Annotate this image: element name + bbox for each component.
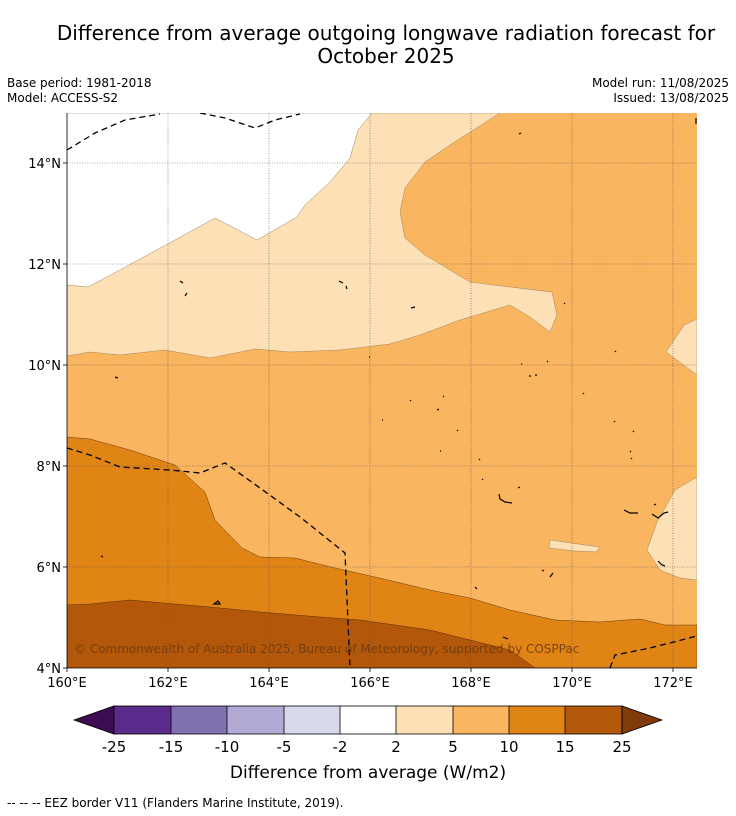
map-plot-area: © Commonwealth of Australia 2025, Bureau… [67, 113, 697, 668]
eez-footnote: -- -- -- EEZ border V11 (Flanders Marine… [7, 796, 344, 810]
colorbar-swatch [340, 706, 396, 734]
meta-right: Model run: 11/08/2025 Issued: 13/08/2025 [592, 76, 729, 106]
lon-label: 172°E [653, 676, 693, 691]
lon-label: 168°E [451, 676, 491, 691]
eez-borders [67, 113, 697, 668]
issued-date: Issued: 13/08/2025 [613, 91, 729, 105]
colorbar-tick-label: 2 [391, 738, 401, 756]
lat-label: 6°N [37, 561, 62, 576]
lat-label: 14°N [28, 157, 61, 172]
colorbar-tick-label: -2 [333, 738, 348, 756]
band-minus2-to-2 [67, 113, 373, 288]
colorbar-tick-label: 10 [499, 738, 518, 756]
lon-labels: 160°E 162°E 164°E 166°E 168°E 170°E 172°… [47, 676, 693, 691]
colorbar-tick-label: -15 [159, 738, 184, 756]
lon-label: 166°E [350, 676, 390, 691]
colorbar-tick-label: -10 [215, 738, 240, 756]
model-run: Model run: 11/08/2025 [591, 76, 729, 90]
colorbar-ticks: -25 -15 -10 -5 -2 2 5 10 15 25 [102, 738, 632, 756]
islands [100, 118, 697, 640]
colorbar-swatch [227, 706, 284, 734]
title-line-1: Difference from average outgoing longwav… [56, 21, 716, 45]
colorbar-tick-label: -25 [102, 738, 127, 756]
lat-label: 10°N [28, 359, 61, 374]
colorbar-tick-label: -5 [277, 738, 292, 756]
plot-frame [63, 113, 697, 672]
colorbar-tick-label: 15 [555, 738, 574, 756]
gridlines [67, 113, 697, 668]
colorbar-swatch [284, 706, 340, 734]
colorbar-swatch [396, 706, 453, 734]
colorbar: -25 -15 -10 -5 -2 2 5 10 15 25 Differenc… [72, 705, 664, 783]
colorbar-tick-label: 5 [448, 738, 458, 756]
colorbar-tick-label: 25 [612, 738, 631, 756]
map-title: Difference from average outgoing longwav… [0, 22, 736, 68]
colorbar-over-arrow [621, 705, 664, 735]
lat-label: 12°N [28, 258, 61, 273]
colorbar-swatch [453, 706, 509, 734]
lat-labels: 14°N 12°N 10°N 8°N 6°N 4°N [28, 157, 61, 677]
colorbar-swatch [171, 706, 227, 734]
title-line-2: October 2025 [317, 44, 455, 68]
patch-east-lower [646, 476, 697, 581]
colorbar-label: Difference from average (W/m2) [230, 763, 506, 783]
lat-label: 8°N [37, 460, 62, 475]
patch-center-small [548, 539, 601, 553]
lon-label: 164°E [249, 676, 289, 691]
colorbar-swatch [509, 706, 565, 734]
lat-label: 4°N [37, 662, 62, 677]
colorbar-swatch [565, 706, 622, 734]
copyright-text: © Commonwealth of Australia 2025, Bureau… [74, 642, 579, 656]
lon-label: 170°E [552, 676, 592, 691]
lon-label: 160°E [47, 676, 87, 691]
colorbar-under-arrow [72, 705, 115, 735]
base-period: Base period: 1981-2018 [7, 76, 152, 90]
model-name: Model: ACCESS-S2 [7, 91, 119, 105]
lon-label: 162°E [148, 676, 188, 691]
colorbar-swatch [114, 706, 171, 734]
patch-east-upper [665, 318, 697, 376]
band-15-to-25 [67, 599, 536, 668]
meta-left: Base period: 1981-2018 Model: ACCESS-S2 [7, 76, 152, 106]
